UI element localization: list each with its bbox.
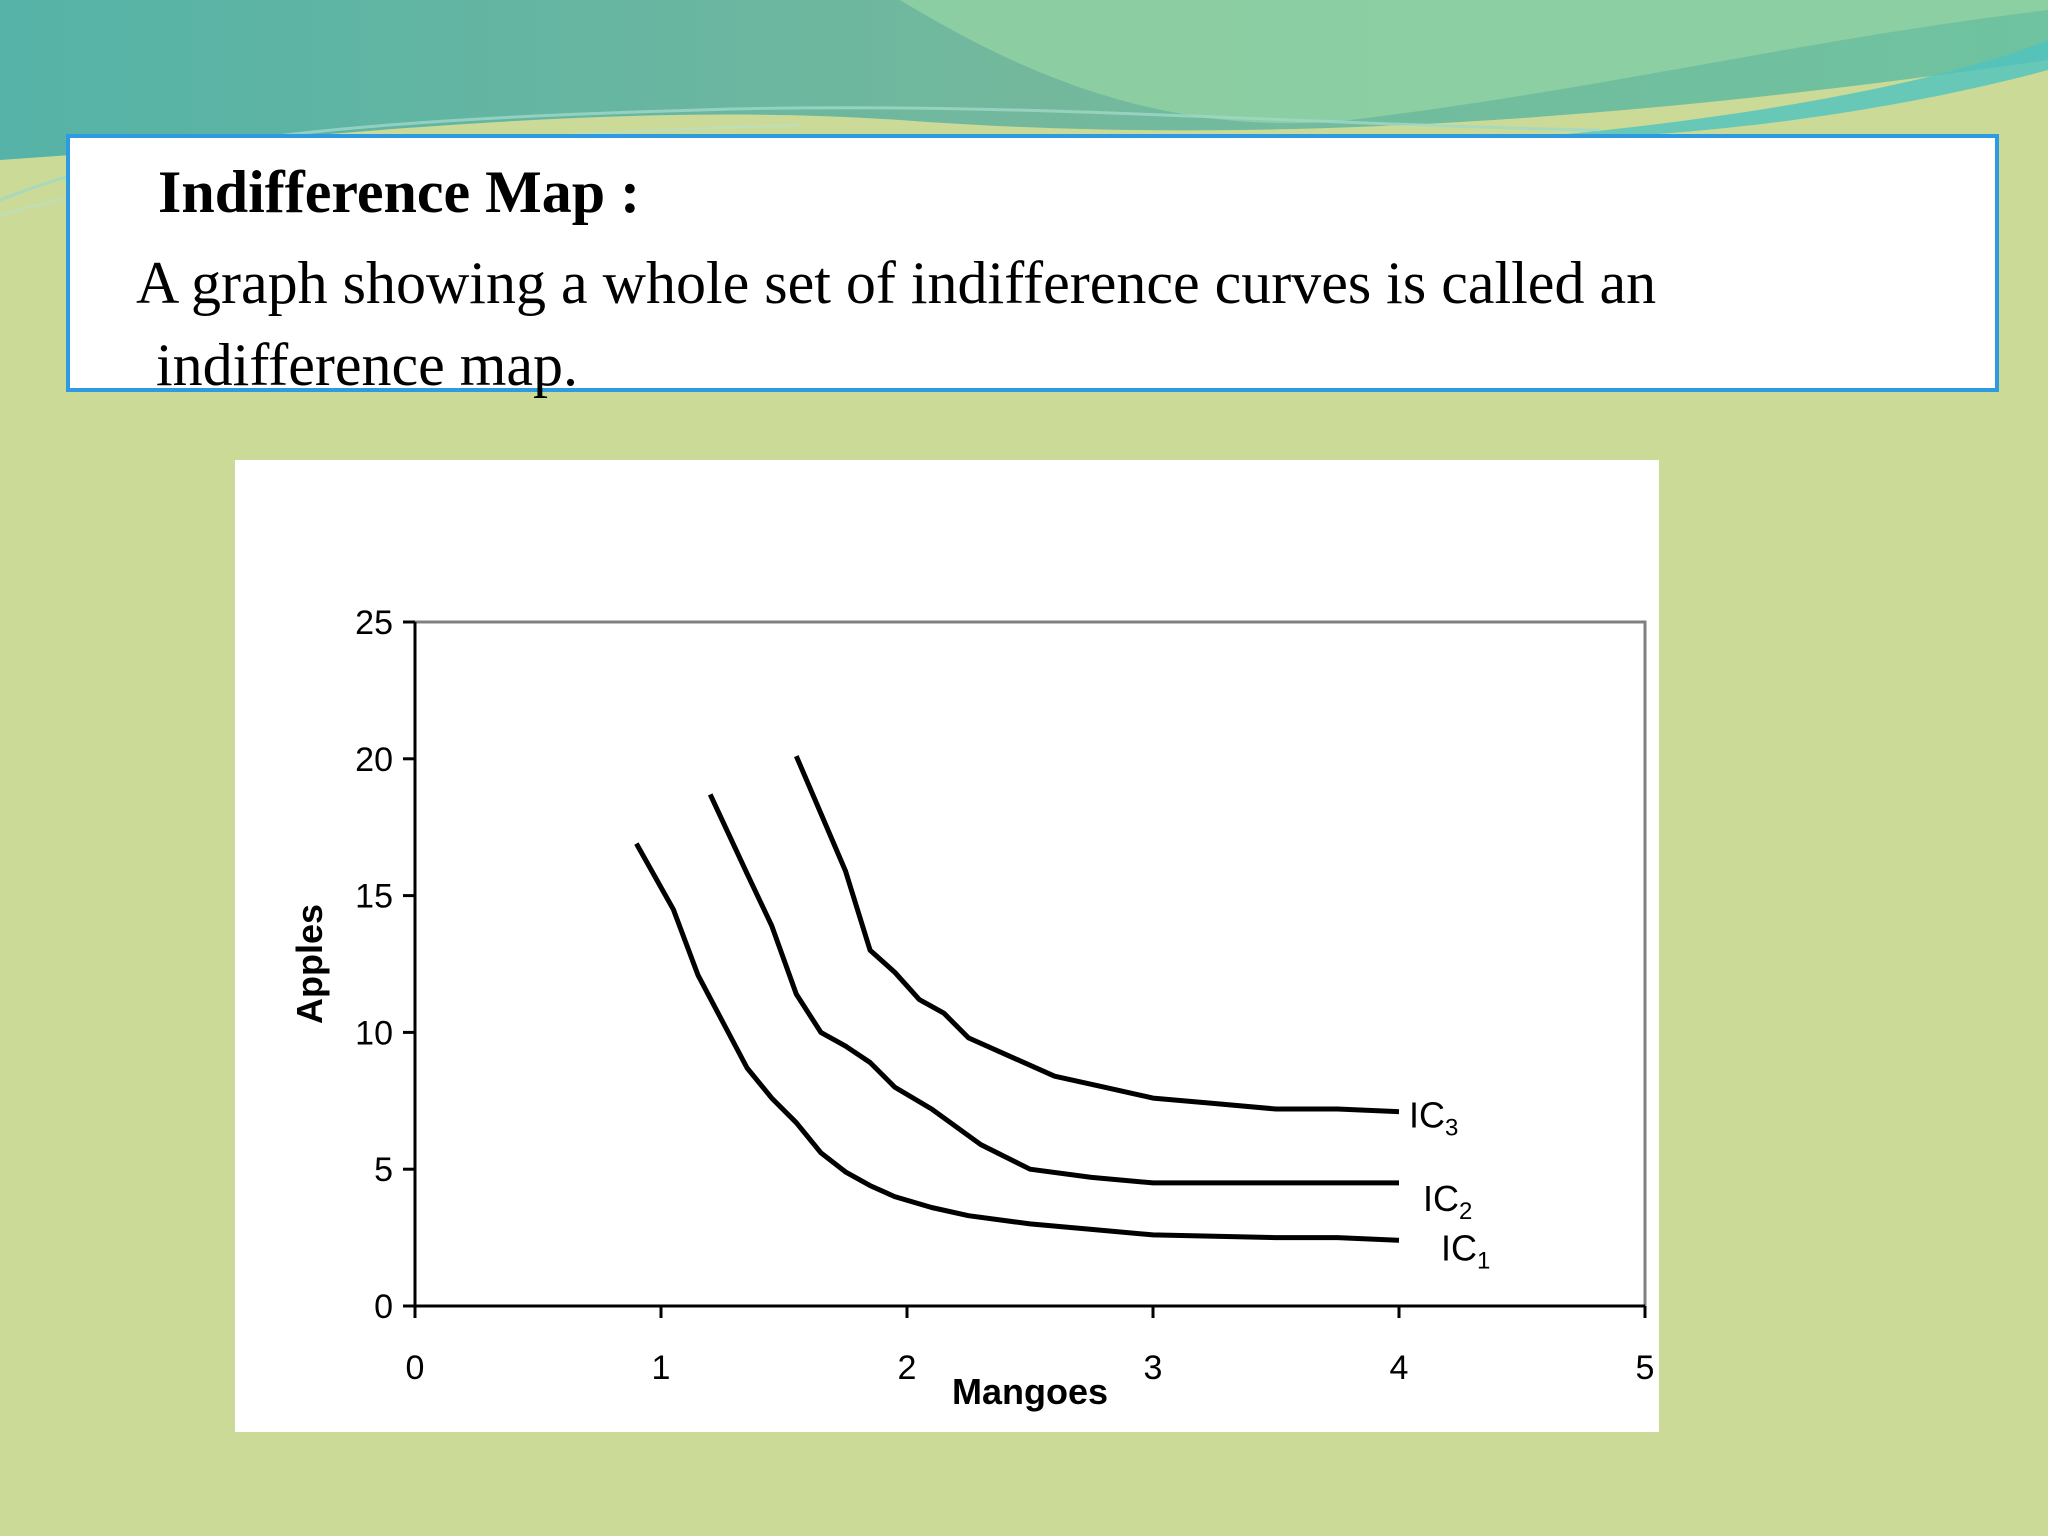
x-tick-label-3: 3 bbox=[1144, 1349, 1163, 1387]
curve-label-ic1: IC1 bbox=[1441, 1227, 1490, 1274]
chart-panel: 0 1 2 3 4 5 0 5 10 15 20 25 IC1 IC2 IC3 Mangoes Apple… bbox=[235, 460, 1659, 1432]
curve-label-sub: 1 bbox=[1477, 1247, 1490, 1274]
y-tick-label-2: 10 bbox=[355, 1014, 393, 1052]
decorative-banner bbox=[0, 0, 2048, 216]
x-tick-label-0: 0 bbox=[406, 1349, 425, 1387]
curve-label-main: IC bbox=[1441, 1227, 1477, 1268]
curve-ic2 bbox=[707, 793, 1399, 1186]
curve-ic1 bbox=[634, 842, 1400, 1243]
x-tick-label-4: 4 bbox=[1390, 1349, 1409, 1387]
slide-body-line-2: indifference map. bbox=[156, 332, 579, 398]
banner-wave-light bbox=[900, 0, 2048, 124]
x-axis-title: Mangoes bbox=[952, 1371, 1108, 1412]
curve-label-main: IC bbox=[1423, 1178, 1459, 1219]
y-tick-label-4: 20 bbox=[355, 741, 393, 779]
slide-body: A graph showing a whole set of indiffere… bbox=[136, 242, 1956, 406]
x-tick-label-2: 2 bbox=[898, 1349, 917, 1387]
banner-wave-teal bbox=[1500, 40, 2048, 140]
x-tick-label-1: 1 bbox=[652, 1349, 671, 1387]
y-tick-label-3: 15 bbox=[355, 878, 393, 916]
slide-body-line-1: A graph showing a whole set of indiffere… bbox=[136, 250, 1657, 316]
x-tick-label-5: 5 bbox=[1636, 1349, 1655, 1387]
y-axis-title: Apples bbox=[289, 904, 330, 1024]
definition-box: Indifference Map : A graph showing a who… bbox=[66, 134, 1999, 398]
curve-label-ic2: IC2 bbox=[1423, 1178, 1472, 1225]
y-tick-label-0: 0 bbox=[374, 1288, 393, 1326]
curve-label-sub: 3 bbox=[1445, 1115, 1458, 1142]
curve-label-main: IC bbox=[1409, 1095, 1445, 1136]
y-tick-label-1: 5 bbox=[374, 1151, 393, 1189]
curve-ic3 bbox=[794, 755, 1400, 1115]
slide-title: Indifference Map : bbox=[158, 159, 641, 225]
curve-label-sub: 2 bbox=[1459, 1198, 1472, 1225]
curve-label-ic3: IC3 bbox=[1409, 1095, 1458, 1142]
y-tick-label-5: 25 bbox=[355, 604, 393, 642]
